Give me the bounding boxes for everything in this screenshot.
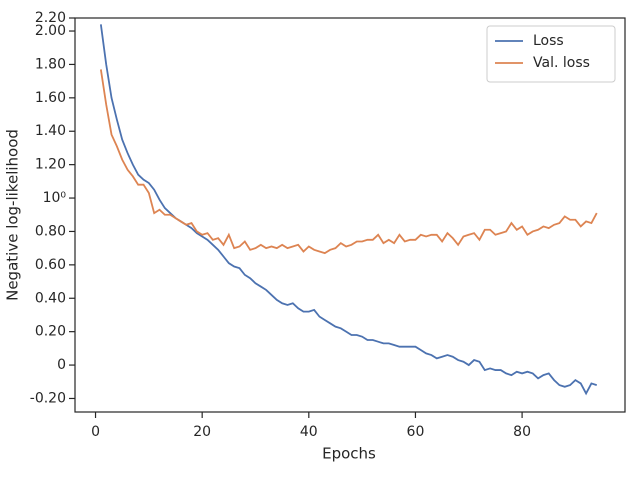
y-tick-label: 1.60 [35, 90, 66, 106]
x-tick-label: 60 [407, 424, 425, 440]
y-tick-label: 0.20 [35, 324, 66, 340]
x-tick-label: 20 [193, 424, 211, 440]
y-tick-label: 1.80 [35, 56, 66, 72]
y-tick-label: 10⁰ [43, 190, 67, 206]
y-tick-label: 0.60 [35, 257, 66, 273]
y-tick-label: 1.40 [35, 123, 66, 139]
legend-box [486, 25, 616, 83]
y-tick-label: 2.20 [35, 10, 66, 26]
y-tick-label: 0.80 [35, 223, 66, 239]
y-tick-label: -0.20 [30, 390, 66, 406]
y-axis-label: Negative log-likelihood [4, 129, 22, 301]
x-axis-label: Epochs [322, 445, 376, 463]
y-tick-label: 2.00 [35, 23, 66, 39]
line-series [99, 69, 598, 255]
x-tick-label: 80 [513, 424, 531, 440]
plot-frame [74, 17, 626, 413]
x-tick-label: 40 [300, 424, 318, 440]
legend-label: Val. loss [533, 55, 590, 71]
y-tick-label: 0.40 [35, 290, 66, 306]
y-tick-label: 1.20 [35, 157, 66, 173]
y-tick-label: 0 [57, 357, 66, 373]
legend-label: Loss [533, 33, 564, 49]
x-tick-label: 0 [91, 424, 100, 440]
